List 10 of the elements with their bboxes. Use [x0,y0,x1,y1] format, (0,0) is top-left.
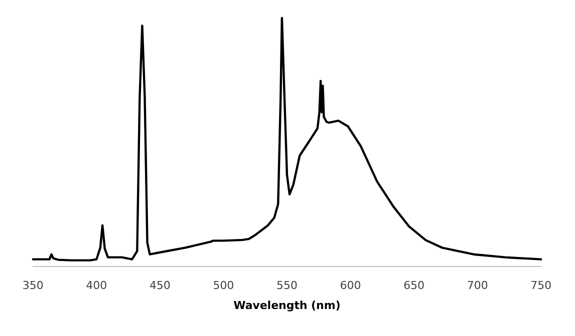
x-tick-label: 400 [86,279,107,292]
x-tick-label: 650 [404,279,424,292]
x-tick-label: 600 [340,279,361,292]
x-tick-label: 750 [530,279,552,292]
x-tick-label: 550 [276,279,298,292]
x-tick-label: 500 [213,279,234,292]
x-axis-title: Wavelength (nm) [234,299,340,312]
x-tick-label: 700 [467,279,488,292]
x-tick-label: 450 [150,279,170,292]
x-tick-label: 350 [22,279,44,292]
